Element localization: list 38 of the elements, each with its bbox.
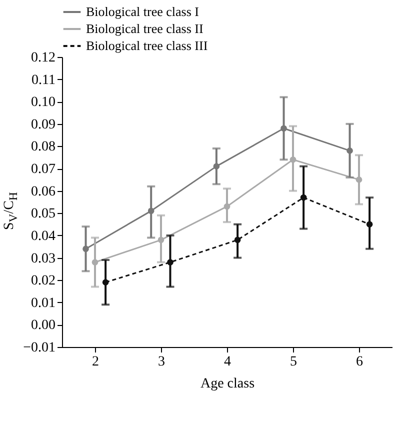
- y-tick-label: 0.07: [31, 162, 56, 178]
- point: [290, 156, 296, 163]
- point: [148, 208, 154, 214]
- x-tick-label: 2: [92, 354, 99, 370]
- point: [346, 148, 353, 154]
- legend-label: Biological tree class II: [86, 21, 204, 36]
- point: [366, 221, 373, 228]
- x-tick-label: 3: [158, 354, 165, 370]
- legend-label: Biological tree class III: [86, 38, 208, 53]
- y-tick-label: 0.00: [31, 318, 56, 334]
- x-tick-label: 5: [290, 354, 297, 370]
- point: [356, 176, 362, 183]
- y-tick-label: 0.03: [31, 251, 56, 266]
- point: [280, 125, 287, 132]
- point: [167, 259, 174, 266]
- point: [224, 203, 230, 210]
- y-tick-label: 0.12: [31, 50, 56, 66]
- x-tick-label: 4: [224, 354, 231, 370]
- y-tick-label: 0.05: [31, 206, 56, 222]
- point: [234, 236, 241, 244]
- y-tick-label: 0.02: [31, 274, 56, 289]
- y-tick-label: 0.04: [31, 228, 56, 244]
- y-tick-label: 0.11: [32, 72, 56, 88]
- point: [300, 194, 307, 201]
- y-tick-label: 0.09: [31, 117, 56, 132]
- y-tick-label: 0.01: [31, 296, 56, 311]
- x-axis-title: Age class: [200, 376, 255, 392]
- point: [82, 246, 89, 252]
- point: [158, 236, 164, 244]
- y-tick-label: −0.01: [23, 340, 56, 356]
- y-tick-label: 0.10: [31, 95, 56, 110]
- y-tick-label: 0.08: [31, 140, 56, 155]
- point: [213, 163, 220, 170]
- point: [92, 259, 98, 266]
- legend-label: Biological tree class I: [86, 4, 199, 19]
- y-tick-label: 0.06: [31, 184, 56, 200]
- x-tick-label: 6: [356, 354, 363, 370]
- point: [102, 279, 109, 286]
